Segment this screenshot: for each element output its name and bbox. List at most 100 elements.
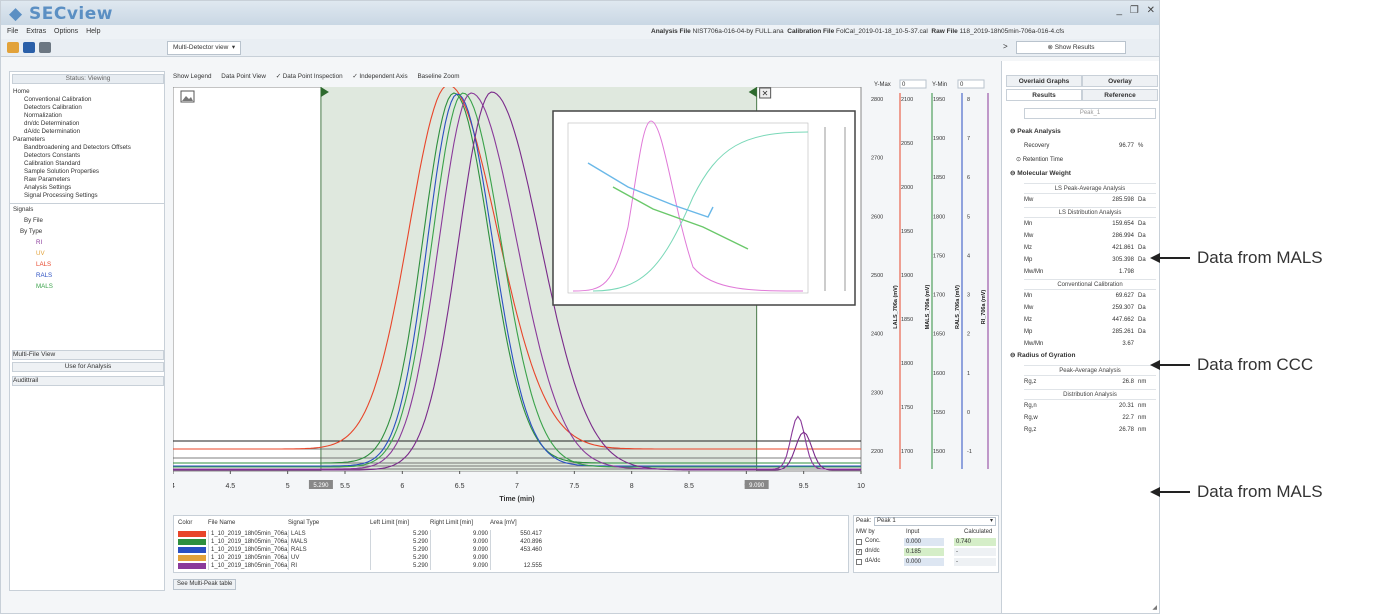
tree-signal-lals[interactable]: LALS [36,261,52,268]
save-icon[interactable] [23,42,35,53]
retention-time-section[interactable]: ⊙ Retention Time [1016,155,1148,166]
result-unit: Da [1138,245,1146,251]
tree-home-item[interactable]: dn/dc Determination [24,120,80,127]
tab-results[interactable]: Results [1006,89,1082,101]
tree-by-type[interactable]: By Type [20,228,43,235]
tree-parameter-item[interactable]: Bandbroadening and Detectors Offsets [24,144,131,151]
minimize-icon[interactable]: _ [1116,5,1123,16]
table-row[interactable]: 1_10_2019_18h05min_706a_016_4LALS5.2909.… [174,530,850,538]
x-tick-label: 7.5 [569,483,579,490]
annotation-mals-2: Data from MALS [1150,482,1390,502]
tree-by-file[interactable]: By File [24,217,43,224]
menu-extras[interactable]: Extras [26,28,47,35]
table-row[interactable]: 1_10_2019_18h05min_706a_016_4MALS5.2909.… [174,538,850,546]
mw-by-checkbox[interactable]: ✓ [856,549,862,555]
molecular-weight-section[interactable]: ⊖ Molecular Weight [1010,169,1071,177]
table-header-cell[interactable]: Color [178,520,193,526]
tree-home[interactable]: Home [13,88,30,95]
print-icon[interactable] [39,42,51,53]
ymax-input[interactable] [899,79,927,89]
result-value: 447.662 [1112,317,1134,323]
tree-home-item[interactable]: Detectors Calibration [24,104,82,111]
tab-dropdown-icon[interactable]: ▾ [231,44,236,51]
close-icon[interactable]: ✕ [1146,5,1155,16]
mw-input-field[interactable]: 0.000 [904,558,944,566]
table-header-cell[interactable]: File Name [208,520,236,526]
mw-by-checkbox[interactable] [856,559,862,565]
tab-overlaid-graphs[interactable]: Overlaid Graphs [1006,75,1082,87]
show-legend-toggle[interactable]: Show Legend [173,73,212,80]
tree-home-item[interactable]: Normalization [24,112,62,119]
tree-signal-uv[interactable]: UV [36,250,45,257]
mw-input-field[interactable]: 0.000 [904,538,944,546]
logo-text: SECview [29,4,113,24]
tab-reference[interactable]: Reference [1082,89,1158,101]
audittrail-button[interactable]: Audittrail [12,376,164,386]
color-swatch[interactable] [178,539,206,545]
table-row[interactable]: 1_10_2019_18h05min_706a_016_4RALS5.2909.… [174,546,850,554]
tree-parameter-item[interactable]: Raw Parameters [24,176,71,183]
expand-panel-icon[interactable]: > [1003,42,1008,51]
mw-by-checkbox[interactable] [856,539,862,545]
menu-options[interactable]: Options [54,28,79,35]
tree-parameter-item[interactable]: Signal Processing Settings [24,192,98,199]
open-folder-icon[interactable] [7,42,19,53]
ymin-input[interactable] [957,79,985,89]
table-header-cell[interactable]: Area [mV] [490,520,517,526]
color-swatch[interactable] [178,547,206,553]
tree-home-item[interactable]: Conventional Calibration [24,96,92,103]
ls-distribution-row: Mn 159.654 Da [1024,219,1156,230]
table-row[interactable]: 1_10_2019_18h05min_706a_016_4RI5.2909.09… [174,562,850,570]
mw-input-field[interactable]: 0.185 [904,548,944,556]
close-marker-button[interactable]: ✕ [759,87,772,99]
color-swatch[interactable] [178,555,206,561]
baseline-zoom-toggle[interactable]: Baseline Zoom [417,73,460,80]
table-header-cell[interactable]: Right Limit [min] [430,520,474,526]
tree-parameter-item[interactable]: Calibration Standard [24,160,81,167]
use-for-analysis-button[interactable]: Use for Analysis [12,362,164,372]
peak-name-field[interactable]: Peak_1 [1024,108,1156,119]
axis-tick-rals: 1550 [933,410,945,416]
show-results-button[interactable]: ⊗ Show Results [1016,41,1126,54]
tree-parameters[interactable]: Parameters [13,136,45,143]
see-multi-peak-table-button[interactable]: See Multi-Peak table [173,579,237,590]
tree-home-item[interactable]: dA/dc Determination [24,128,81,135]
left-limit-label-box[interactable]: 5.290 [308,480,333,489]
right-limit-flag-icon[interactable] [748,87,757,97]
tree-parameter-item[interactable]: Analysis Settings [24,184,72,191]
table-header-cell[interactable]: Signal Type [288,520,320,526]
collapse-circle-icon[interactable]: ⊖ [1010,170,1018,177]
restore-icon[interactable]: ❐ [1129,5,1139,16]
tree-signals[interactable]: Signals [13,206,34,213]
table-row[interactable]: 1_10_2019_18h05min_706a_016_4UV5.2909.09… [174,554,850,562]
peak-select[interactable]: Peak 1 ▾ [874,517,996,526]
right-limit-label-box[interactable]: 9.090 [744,480,769,489]
annotation-text: Data from CCC [1197,355,1314,374]
tab-multi-detector-view[interactable]: Multi-Detector view ▾ [167,41,242,55]
color-swatch[interactable] [178,563,206,569]
data-point-view-toggle[interactable]: Data Point View [221,73,266,80]
menu-file[interactable]: File [7,28,19,35]
collapse-circle-icon[interactable]: ⊖ [1010,128,1018,135]
tree-signal-ri[interactable]: RI [36,239,43,246]
multi-file-view-button[interactable]: Multi-File View [12,350,164,360]
tab-overlay[interactable]: Overlay [1082,75,1158,87]
collapse-circle-icon[interactable]: ⊖ [1010,352,1018,359]
export-image-icon[interactable] [180,90,195,103]
independent-axis-toggle[interactable]: ✓ Independent Axis [352,73,408,80]
menu-help[interactable]: Help [86,28,101,35]
color-swatch[interactable] [178,531,206,537]
left-limit-flag-icon[interactable] [320,87,329,97]
tree-parameter-item[interactable]: Sample Solution Properties [24,168,99,175]
tree-parameter-item[interactable]: Detectors Constants [24,152,81,159]
tree-signal-mals[interactable]: MALS [36,283,53,290]
tree-signal-rals[interactable]: RALS [36,272,53,279]
peak-analysis-section[interactable]: ⊖ Peak Analysis [1010,127,1061,135]
radius-of-gyration-section[interactable]: ⊖ Radius of Gyration [1010,351,1075,359]
table-header-cell[interactable]: Left Limit [min] [370,520,410,526]
result-value: 285.261 [1112,329,1134,335]
data-point-inspection-toggle[interactable]: ✓ Data Point Inspection [275,73,343,80]
expand-circle-icon[interactable]: ⊙ [1016,157,1023,163]
